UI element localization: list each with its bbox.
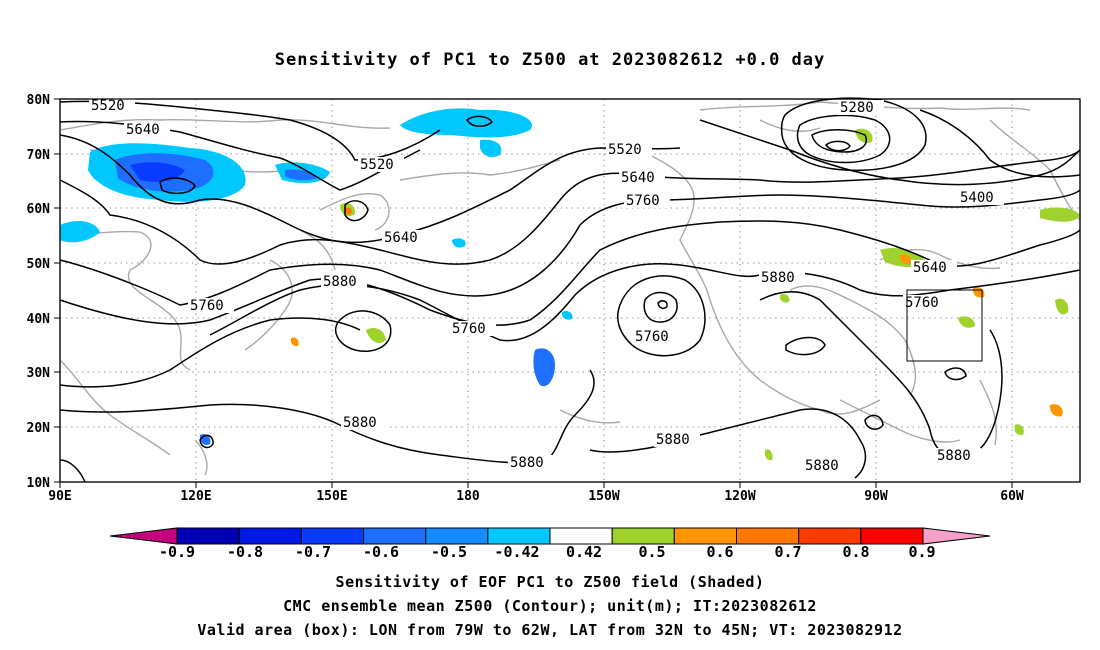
lon-label: 60W — [1000, 489, 1024, 504]
contour-label: 5760 — [452, 321, 486, 337]
colorbar-segment — [736, 527, 800, 545]
colorbar-segment — [487, 527, 551, 545]
sensitivity-shading — [60, 108, 1080, 461]
valid-area-box — [906, 289, 983, 362]
contour-label: 5760 — [626, 193, 660, 209]
lat-label: 50N — [27, 257, 51, 272]
contour-label: 5880 — [343, 415, 377, 431]
colorbar-segment — [176, 527, 240, 545]
contour-label: 5640 — [621, 170, 655, 186]
colorbar-label: -0.8 — [227, 543, 263, 561]
lat-label: 10N — [27, 476, 51, 491]
contour-label: 5520 — [91, 98, 125, 114]
colorbar-label: -0.9 — [159, 543, 195, 561]
contour-label: 5880 — [937, 448, 971, 464]
colorbar-label: 0.5 — [638, 543, 665, 561]
colorbar-segment — [300, 527, 365, 545]
contour-label: 5760 — [905, 295, 939, 311]
contour-label: 5880 — [805, 458, 839, 474]
colorbar-segment — [425, 527, 489, 545]
colorbar-label: -0.42 — [494, 543, 539, 561]
lon-label: 120E — [180, 489, 211, 504]
contour-label: 5880 — [761, 270, 795, 286]
colorbar-max-arrow — [922, 527, 991, 545]
axis-ticks — [54, 98, 1013, 488]
chart-title: Sensitivity of PC1 to Z500 at 2023082612… — [274, 50, 826, 70]
colorbar-label: 0.8 — [842, 543, 869, 561]
colorbar-min-arrow — [109, 527, 178, 545]
lon-label: 90E — [48, 489, 71, 504]
contour-label: 5520 — [608, 142, 642, 158]
contour-labels: 5520 5640 5520 5640 5760 5880 5760 5880 … — [89, 98, 1004, 474]
colorbar-segment — [860, 527, 924, 545]
colorbar-label: 0.6 — [706, 543, 733, 561]
contour-label: 5400 — [960, 190, 994, 206]
lat-label: 20N — [27, 421, 51, 436]
contour-label: 5520 — [360, 157, 394, 173]
colorbar-segment — [238, 527, 302, 545]
caption-line-1: Sensitivity of EOF PC1 to Z500 field (Sh… — [335, 573, 765, 591]
contour-label: 5760 — [635, 329, 669, 345]
lon-label: 150W — [588, 489, 619, 504]
lon-label: 120W — [724, 489, 755, 504]
colorbar-segment — [798, 527, 862, 545]
contour-label: 5640 — [384, 230, 418, 246]
lat-label: 60N — [27, 202, 51, 217]
colorbar-segment — [363, 527, 427, 545]
contour-label: 5760 — [190, 298, 224, 314]
lon-label: 180 — [456, 489, 480, 504]
lon-label: 150E — [316, 489, 347, 504]
latitude-labels: 80N 70N 60N 50N 40N 30N 20N 10N — [27, 93, 51, 491]
colorbar-segment — [673, 527, 737, 545]
lon-label: 90W — [864, 489, 888, 504]
colorbar — [109, 527, 991, 545]
caption-line-2: CMC ensemble mean Z500 (Contour); unit(m… — [283, 597, 817, 615]
colorbar-label: -0.7 — [295, 543, 331, 561]
lat-label: 80N — [27, 93, 51, 108]
lat-label: 70N — [27, 148, 51, 163]
caption-line-3: Valid area (box): LON from 79W to 62W, L… — [197, 621, 903, 639]
colorbar-label: -0.5 — [431, 543, 467, 561]
longitude-labels: 90E 120E 150E 180 150W 120W 90W 60W — [48, 489, 1024, 504]
colorbar-label: 0.42 — [566, 543, 602, 561]
colorbar-labels: -0.9 -0.8 -0.7 -0.6 -0.5 -0.42 0.42 0.5 … — [159, 543, 936, 561]
contour-label: 5880 — [323, 274, 357, 290]
colorbar-segment — [549, 527, 613, 545]
lat-label: 30N — [27, 366, 51, 381]
contour-label: 5280 — [840, 100, 874, 116]
colorbar-label: 0.9 — [908, 543, 935, 561]
contour-label: 5640 — [126, 122, 160, 138]
contour-label: 5880 — [656, 432, 690, 448]
lat-label: 40N — [27, 312, 51, 327]
colorbar-label: -0.6 — [363, 543, 399, 561]
colorbar-label: 0.7 — [774, 543, 801, 561]
contour-label: 5640 — [913, 260, 947, 276]
contour-label: 5880 — [510, 455, 544, 471]
colorbar-segment — [611, 527, 675, 545]
